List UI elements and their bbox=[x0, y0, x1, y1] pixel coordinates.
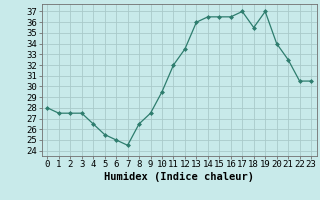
X-axis label: Humidex (Indice chaleur): Humidex (Indice chaleur) bbox=[104, 172, 254, 182]
